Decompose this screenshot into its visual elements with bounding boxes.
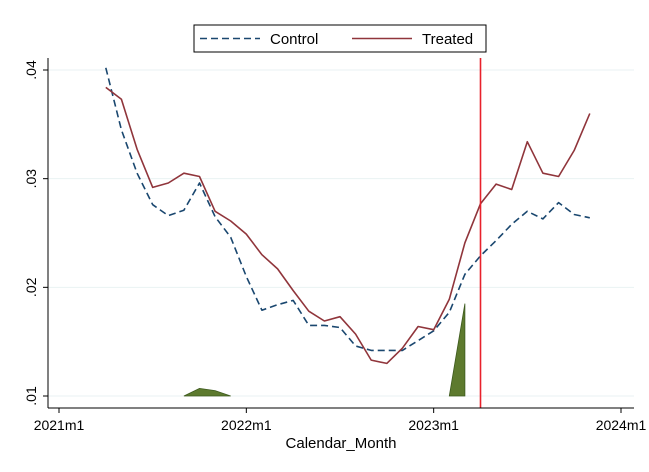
- legend: Control Treated: [193, 24, 487, 53]
- shaded-areas: [183, 303, 466, 397]
- shaded-area-2: [448, 303, 466, 397]
- y-tick-label: .03: [23, 169, 39, 189]
- x-tick-label: 2023m1: [408, 417, 459, 433]
- series-line-treated: [105, 86, 591, 365]
- y-tick-label: .01: [23, 386, 39, 406]
- legend-label-treated: Treated: [422, 31, 473, 48]
- axes: .01 .02 .03 .04 2021m1 2022m1 2023m1 2024m1: [23, 58, 647, 433]
- x-tick-label: 2021m1: [34, 417, 85, 433]
- legend-label-control: Control: [270, 31, 318, 48]
- grid-lines: [48, 69, 634, 397]
- y-tick-label: .04: [23, 60, 39, 80]
- shaded-area-1: [183, 387, 231, 397]
- series-line-control: [105, 67, 590, 352]
- x-tick-label: 2022m1: [221, 417, 272, 433]
- legend-box: [193, 24, 487, 53]
- series-lines: [105, 67, 591, 365]
- y-tick-label: .02: [23, 277, 39, 297]
- x-tick-label: 2024m1: [596, 417, 647, 433]
- x-axis-label: Calendar_Month: [286, 435, 397, 452]
